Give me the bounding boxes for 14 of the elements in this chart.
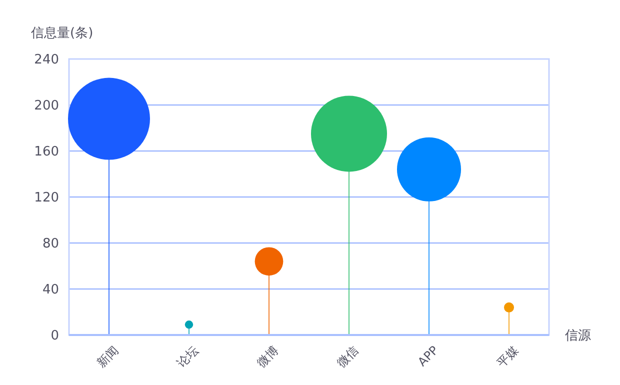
y-tick-label: 160 [34,144,59,160]
y-tick-label: 240 [34,52,59,68]
y-tick-label: 40 [42,282,59,298]
y-tick-label: 0 [50,328,59,344]
x-tick-label: 微博 [254,343,282,370]
y-tick-label: 200 [34,98,59,114]
y-tick-label: 120 [34,190,59,206]
x-tick-label: 微信 [334,343,362,370]
x-axis-title: 信源 [565,328,591,344]
y-tick-label: 80 [42,236,59,252]
x-tick-label: 论坛 [174,343,202,370]
x-tick-label: 平媒 [494,343,522,370]
x-tick-label: 新闻 [94,343,122,370]
y-axis-title: 信息量(条) [31,26,94,41]
